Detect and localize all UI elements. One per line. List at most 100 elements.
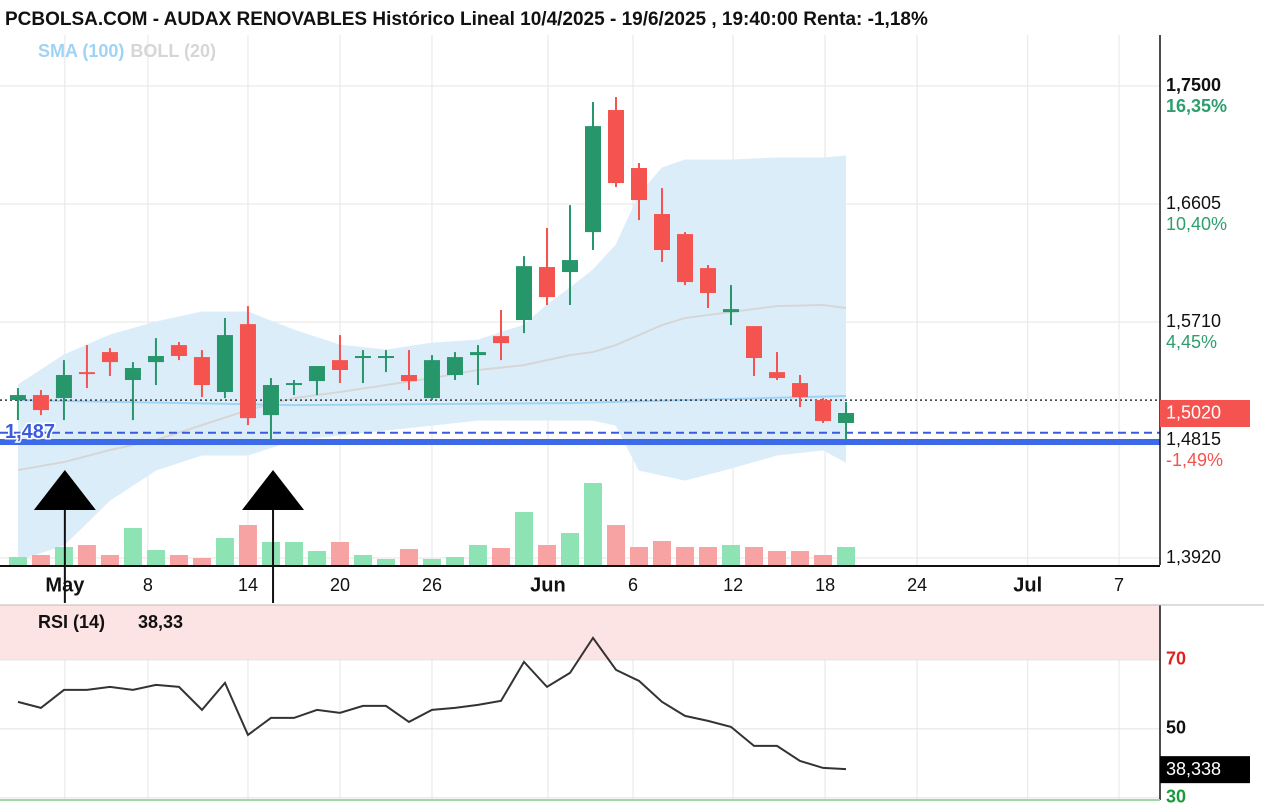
volume-bar bbox=[100, 555, 119, 565]
volume-bar bbox=[445, 557, 464, 565]
rsi-current: 38,33 bbox=[138, 612, 183, 632]
candle-body bbox=[124, 368, 141, 381]
candle-body bbox=[55, 375, 72, 399]
x-tick-label: Jun bbox=[530, 574, 566, 596]
legend-entry: BOLL (20) bbox=[130, 41, 216, 61]
bollinger-middle bbox=[17, 304, 847, 472]
y-tick-label: 1,3920 bbox=[1166, 547, 1221, 567]
y-tick-label: 30 bbox=[1166, 787, 1186, 807]
volume-bar bbox=[284, 542, 303, 565]
y-tick-label: 1,7500 bbox=[1166, 75, 1221, 95]
x-tick-label: 12 bbox=[723, 575, 743, 595]
y-tick-label: 70 bbox=[1166, 649, 1186, 669]
volume-bar bbox=[261, 542, 280, 565]
candle-body bbox=[285, 383, 302, 386]
candle-body bbox=[792, 383, 809, 398]
y-tick-percent: 16,35% bbox=[1166, 96, 1227, 116]
candle-body bbox=[584, 126, 601, 233]
rsi-title: RSI (14) bbox=[38, 612, 105, 632]
last-price-box bbox=[1160, 399, 1250, 427]
signal-arrow bbox=[242, 470, 305, 510]
volume-bar bbox=[123, 528, 142, 565]
bollinger-lower bbox=[17, 419, 847, 561]
y-tick-percent: 10,40% bbox=[1166, 214, 1227, 234]
volume-bar bbox=[722, 545, 741, 565]
y-tick-percent: -1,49% bbox=[1166, 450, 1223, 470]
x-tick-label: 26 bbox=[422, 575, 442, 595]
chart-title: PCBOLSA.COM - AUDAX RENOVABLES Histórico… bbox=[5, 9, 928, 30]
candle-body bbox=[377, 356, 394, 359]
candle-body bbox=[561, 260, 578, 273]
volume-bar bbox=[676, 547, 695, 565]
volume-bar bbox=[422, 559, 441, 565]
volume-bar bbox=[560, 533, 579, 565]
volume-bar bbox=[192, 558, 211, 565]
volume-bar bbox=[537, 545, 556, 565]
y-tick-label: 50 bbox=[1166, 718, 1186, 738]
volume-bar bbox=[238, 525, 257, 565]
volume-bar bbox=[745, 547, 764, 565]
volume-bar bbox=[399, 549, 418, 565]
rsi-line bbox=[17, 636, 847, 771]
volume-bar bbox=[653, 541, 672, 565]
volume-bar bbox=[330, 542, 349, 565]
volume-bar bbox=[699, 547, 718, 565]
candle-body bbox=[492, 336, 509, 344]
candle-body bbox=[700, 268, 717, 294]
candle-body bbox=[538, 267, 555, 298]
candle-body bbox=[654, 214, 671, 251]
candle-body bbox=[170, 345, 187, 357]
volume-bar bbox=[169, 555, 188, 565]
candle-body bbox=[354, 356, 371, 359]
candle-body bbox=[32, 395, 49, 411]
candle-body bbox=[769, 372, 786, 379]
last-value-label: 38,338 bbox=[1166, 759, 1221, 779]
x-tick-label: 8 bbox=[143, 575, 153, 595]
volume-bar bbox=[8, 557, 27, 565]
candle-body bbox=[838, 412, 855, 424]
x-tick-label: 7 bbox=[1114, 575, 1124, 595]
x-tick-label: 18 bbox=[815, 575, 835, 595]
x-tick-label: 20 bbox=[330, 575, 350, 595]
y-tick-percent: 4,45% bbox=[1166, 332, 1217, 352]
y-tick-label: 1,6605 bbox=[1166, 193, 1221, 213]
price-level-label: 1,487 bbox=[5, 421, 55, 443]
volume-bar bbox=[307, 551, 326, 565]
volume-bar bbox=[491, 548, 510, 565]
candle-body bbox=[400, 375, 417, 382]
candle-body bbox=[815, 400, 832, 422]
legend-entry: SMA (100) bbox=[38, 41, 124, 61]
candle-body bbox=[446, 357, 463, 376]
volume-bar bbox=[146, 550, 165, 565]
volume-bar bbox=[791, 551, 810, 565]
volume-bar bbox=[376, 559, 395, 565]
candle-body bbox=[101, 352, 118, 363]
candle-body bbox=[746, 326, 763, 359]
candle-body bbox=[723, 309, 740, 313]
candle-body bbox=[515, 266, 532, 321]
volume-bar bbox=[514, 512, 533, 565]
candle-body bbox=[423, 360, 440, 399]
x-tick-label: 14 bbox=[238, 575, 258, 595]
candle-body bbox=[677, 234, 694, 283]
candle-body bbox=[147, 356, 164, 363]
candle-body bbox=[607, 110, 624, 184]
x-tick-label: Jul bbox=[1013, 574, 1042, 596]
y-tick-label: 1,5710 bbox=[1166, 311, 1221, 331]
y-tick-label: 1,4815 bbox=[1166, 429, 1221, 449]
candle-body bbox=[239, 324, 256, 419]
candle-body bbox=[469, 352, 486, 356]
candle-body bbox=[9, 395, 26, 401]
volume-bar bbox=[77, 545, 96, 565]
volume-bar bbox=[768, 551, 787, 565]
volume-bar bbox=[31, 555, 50, 565]
volume-bar bbox=[468, 545, 487, 565]
candle-body bbox=[308, 366, 325, 382]
volume-bar bbox=[606, 525, 625, 565]
candle-body bbox=[631, 168, 648, 201]
volume-bar bbox=[630, 547, 649, 565]
candle-body bbox=[216, 335, 233, 393]
volume-bar bbox=[814, 555, 833, 565]
volume-bar bbox=[353, 555, 372, 565]
